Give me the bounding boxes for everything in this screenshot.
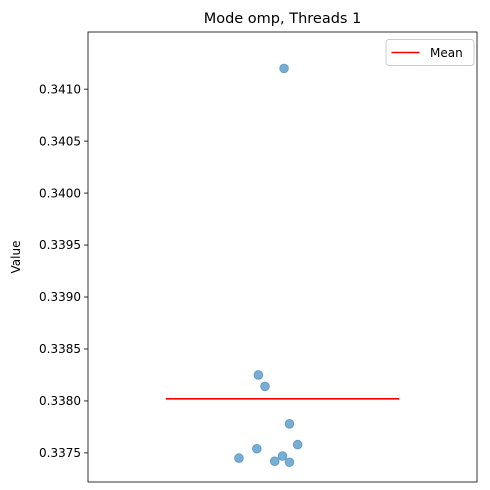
scatter-point [253,370,264,380]
scatter-point [260,381,270,392]
scatter-points [234,63,303,468]
y-tick-label: 0.3400 [39,186,81,200]
legend-box [385,39,475,66]
scatter-point [269,456,280,467]
plot-area [87,31,478,483]
y-axis-label: Value [9,241,23,274]
plot-frame [87,31,478,483]
chart-title: Mode omp, Threads 1 [204,11,362,27]
y-tick-label: 0.3380 [39,394,81,408]
y-tick-label: 0.3410 [39,82,81,96]
scatter-point [234,453,244,463]
y-axis: 0.3375 0.3380 0.3385 0.3390 0.3395 0.3400 0.34… [39,82,88,460]
scatter-point [284,457,295,468]
scatter-point [279,63,289,74]
scatter-point [277,451,288,461]
scatter-point [252,443,262,454]
y-tick-label: 0.3395 [39,238,81,252]
legend: Mean [385,39,475,66]
legend-mean-label: Mean [430,46,463,60]
y-tick-label: 0.3390 [39,290,81,304]
scatter-point [292,439,303,450]
y-tick-label: 0.3375 [39,446,81,460]
scatter-point [284,419,295,429]
y-tick-label: 0.3405 [39,134,81,148]
y-tick-label: 0.3385 [39,342,81,356]
